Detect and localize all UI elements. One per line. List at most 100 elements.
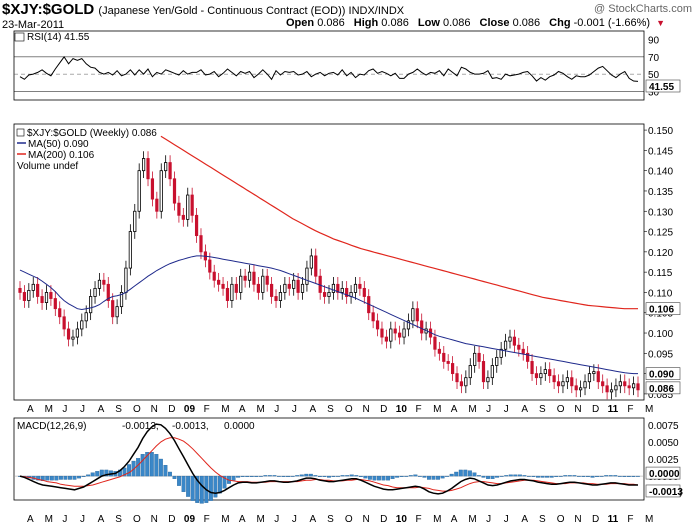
- month-label: N: [362, 404, 369, 415]
- month-label: S: [539, 514, 546, 525]
- candle-down: [102, 279, 106, 285]
- candle-down: [636, 383, 640, 391]
- rsi-tick-label: 50: [648, 70, 660, 81]
- macd-histogram-bar: [286, 475, 291, 477]
- macd-histogram-bar: [567, 475, 572, 477]
- macd-histogram-bar: [436, 475, 441, 480]
- candle-down: [212, 271, 216, 281]
- candle-down: [62, 316, 66, 330]
- candle-down: [199, 235, 203, 253]
- candle-down: [177, 202, 181, 216]
- month-label: 09: [184, 514, 196, 525]
- month-label: M: [433, 514, 441, 525]
- month-label: A: [451, 404, 458, 415]
- candle-down: [623, 381, 627, 387]
- macd-histogram-bar: [595, 475, 600, 477]
- macd-histogram-bar: [622, 475, 627, 477]
- macd-histogram-bar: [304, 473, 309, 477]
- macd-histogram-bar: [604, 475, 609, 477]
- candle-down: [596, 371, 600, 383]
- candle-up: [464, 377, 468, 387]
- chart-date: 23-Mar-2011: [2, 19, 65, 31]
- month-label: O: [345, 404, 353, 415]
- month-label: M: [221, 514, 229, 525]
- macd-histogram-bar: [631, 475, 636, 477]
- candle-up: [305, 267, 309, 285]
- candle-down: [570, 377, 574, 387]
- candle-down: [534, 373, 539, 379]
- macd-histogram-bar: [481, 475, 486, 478]
- month-label: 11: [608, 404, 619, 415]
- rsi-value-label-box: [645, 79, 681, 93]
- candle-down: [265, 275, 269, 285]
- candle-down: [574, 385, 578, 391]
- rsi-line: [19, 56, 639, 82]
- candle-down: [243, 275, 247, 281]
- exchange-text: INDX/INDX: [348, 5, 405, 17]
- candle-up: [261, 275, 265, 293]
- description-text: (Japanese Yen/Gold - Continuous Contract…: [98, 5, 346, 17]
- candle-up: [89, 296, 93, 314]
- candle-up: [119, 292, 124, 308]
- month-label: F: [204, 514, 210, 525]
- month-label: D: [168, 404, 175, 415]
- candle-down: [548, 369, 552, 377]
- macd-histogram-bar: [467, 470, 472, 477]
- candle-up: [583, 381, 587, 389]
- month-label: A: [98, 404, 105, 415]
- candle-up: [309, 255, 313, 269]
- candle-down: [380, 328, 384, 338]
- macd-histogram-bar: [526, 475, 531, 477]
- macd-histogram-bar: [208, 475, 213, 501]
- candle-up: [141, 158, 146, 172]
- candle-up: [239, 275, 243, 293]
- candle-down: [481, 361, 486, 383]
- macd-histogram-bar: [277, 475, 281, 477]
- candle-down: [208, 259, 212, 273]
- candle-up: [592, 371, 596, 375]
- month-label: J: [486, 404, 491, 415]
- stockcharts-watermark[interactable]: @ StockCharts.com: [594, 3, 692, 15]
- macd-histogram-bar: [613, 475, 618, 477]
- macd-histogram-bar: [122, 467, 127, 477]
- symbol-description: (Japanese Yen/Gold - Continuous Contract…: [98, 5, 404, 17]
- macd-histogram-bar: [399, 475, 404, 477]
- candle-down: [322, 292, 327, 297]
- macd-histogram-bar: [513, 474, 518, 477]
- symbol-text: $XJY:$GOLD: [2, 1, 95, 18]
- rsi-frame: [13, 30, 645, 101]
- macd-histogram-bar: [517, 474, 522, 477]
- month-label: D: [380, 404, 387, 415]
- macd-line: [19, 423, 638, 495]
- macd-histogram-bar: [245, 475, 250, 477]
- ma200-value-label-box: [645, 302, 681, 315]
- price-frame: [13, 123, 645, 401]
- candle-down: [552, 375, 556, 383]
- month-label: A: [521, 514, 528, 525]
- month-label: J: [62, 404, 67, 415]
- macd-histogram-bar: [508, 474, 513, 477]
- candle-down: [442, 352, 446, 362]
- candle-down: [256, 283, 260, 293]
- macd-histogram-bar: [554, 475, 559, 477]
- month-label: A: [521, 404, 528, 415]
- macd-histogram-bar: [317, 475, 322, 477]
- macd-histogram-bar: [372, 475, 377, 481]
- candle-down: [287, 283, 291, 289]
- price-tick-label: 0.150: [648, 126, 673, 137]
- candle-down: [270, 283, 274, 297]
- candle-up: [468, 365, 472, 379]
- macd-tick-label: 0.0075: [648, 421, 679, 432]
- candle-up: [327, 292, 331, 297]
- month-label: M: [221, 404, 229, 415]
- macd-histogram-bar: [240, 475, 245, 477]
- ma50-line: [19, 255, 638, 375]
- candle-up: [508, 336, 512, 342]
- month-label: J: [292, 514, 297, 525]
- price-tick-label: 0.120: [648, 248, 673, 259]
- month-label: J: [62, 514, 67, 525]
- macd-histogram-bar: [395, 475, 400, 478]
- month-label: A: [27, 514, 34, 525]
- candle-down: [58, 308, 62, 318]
